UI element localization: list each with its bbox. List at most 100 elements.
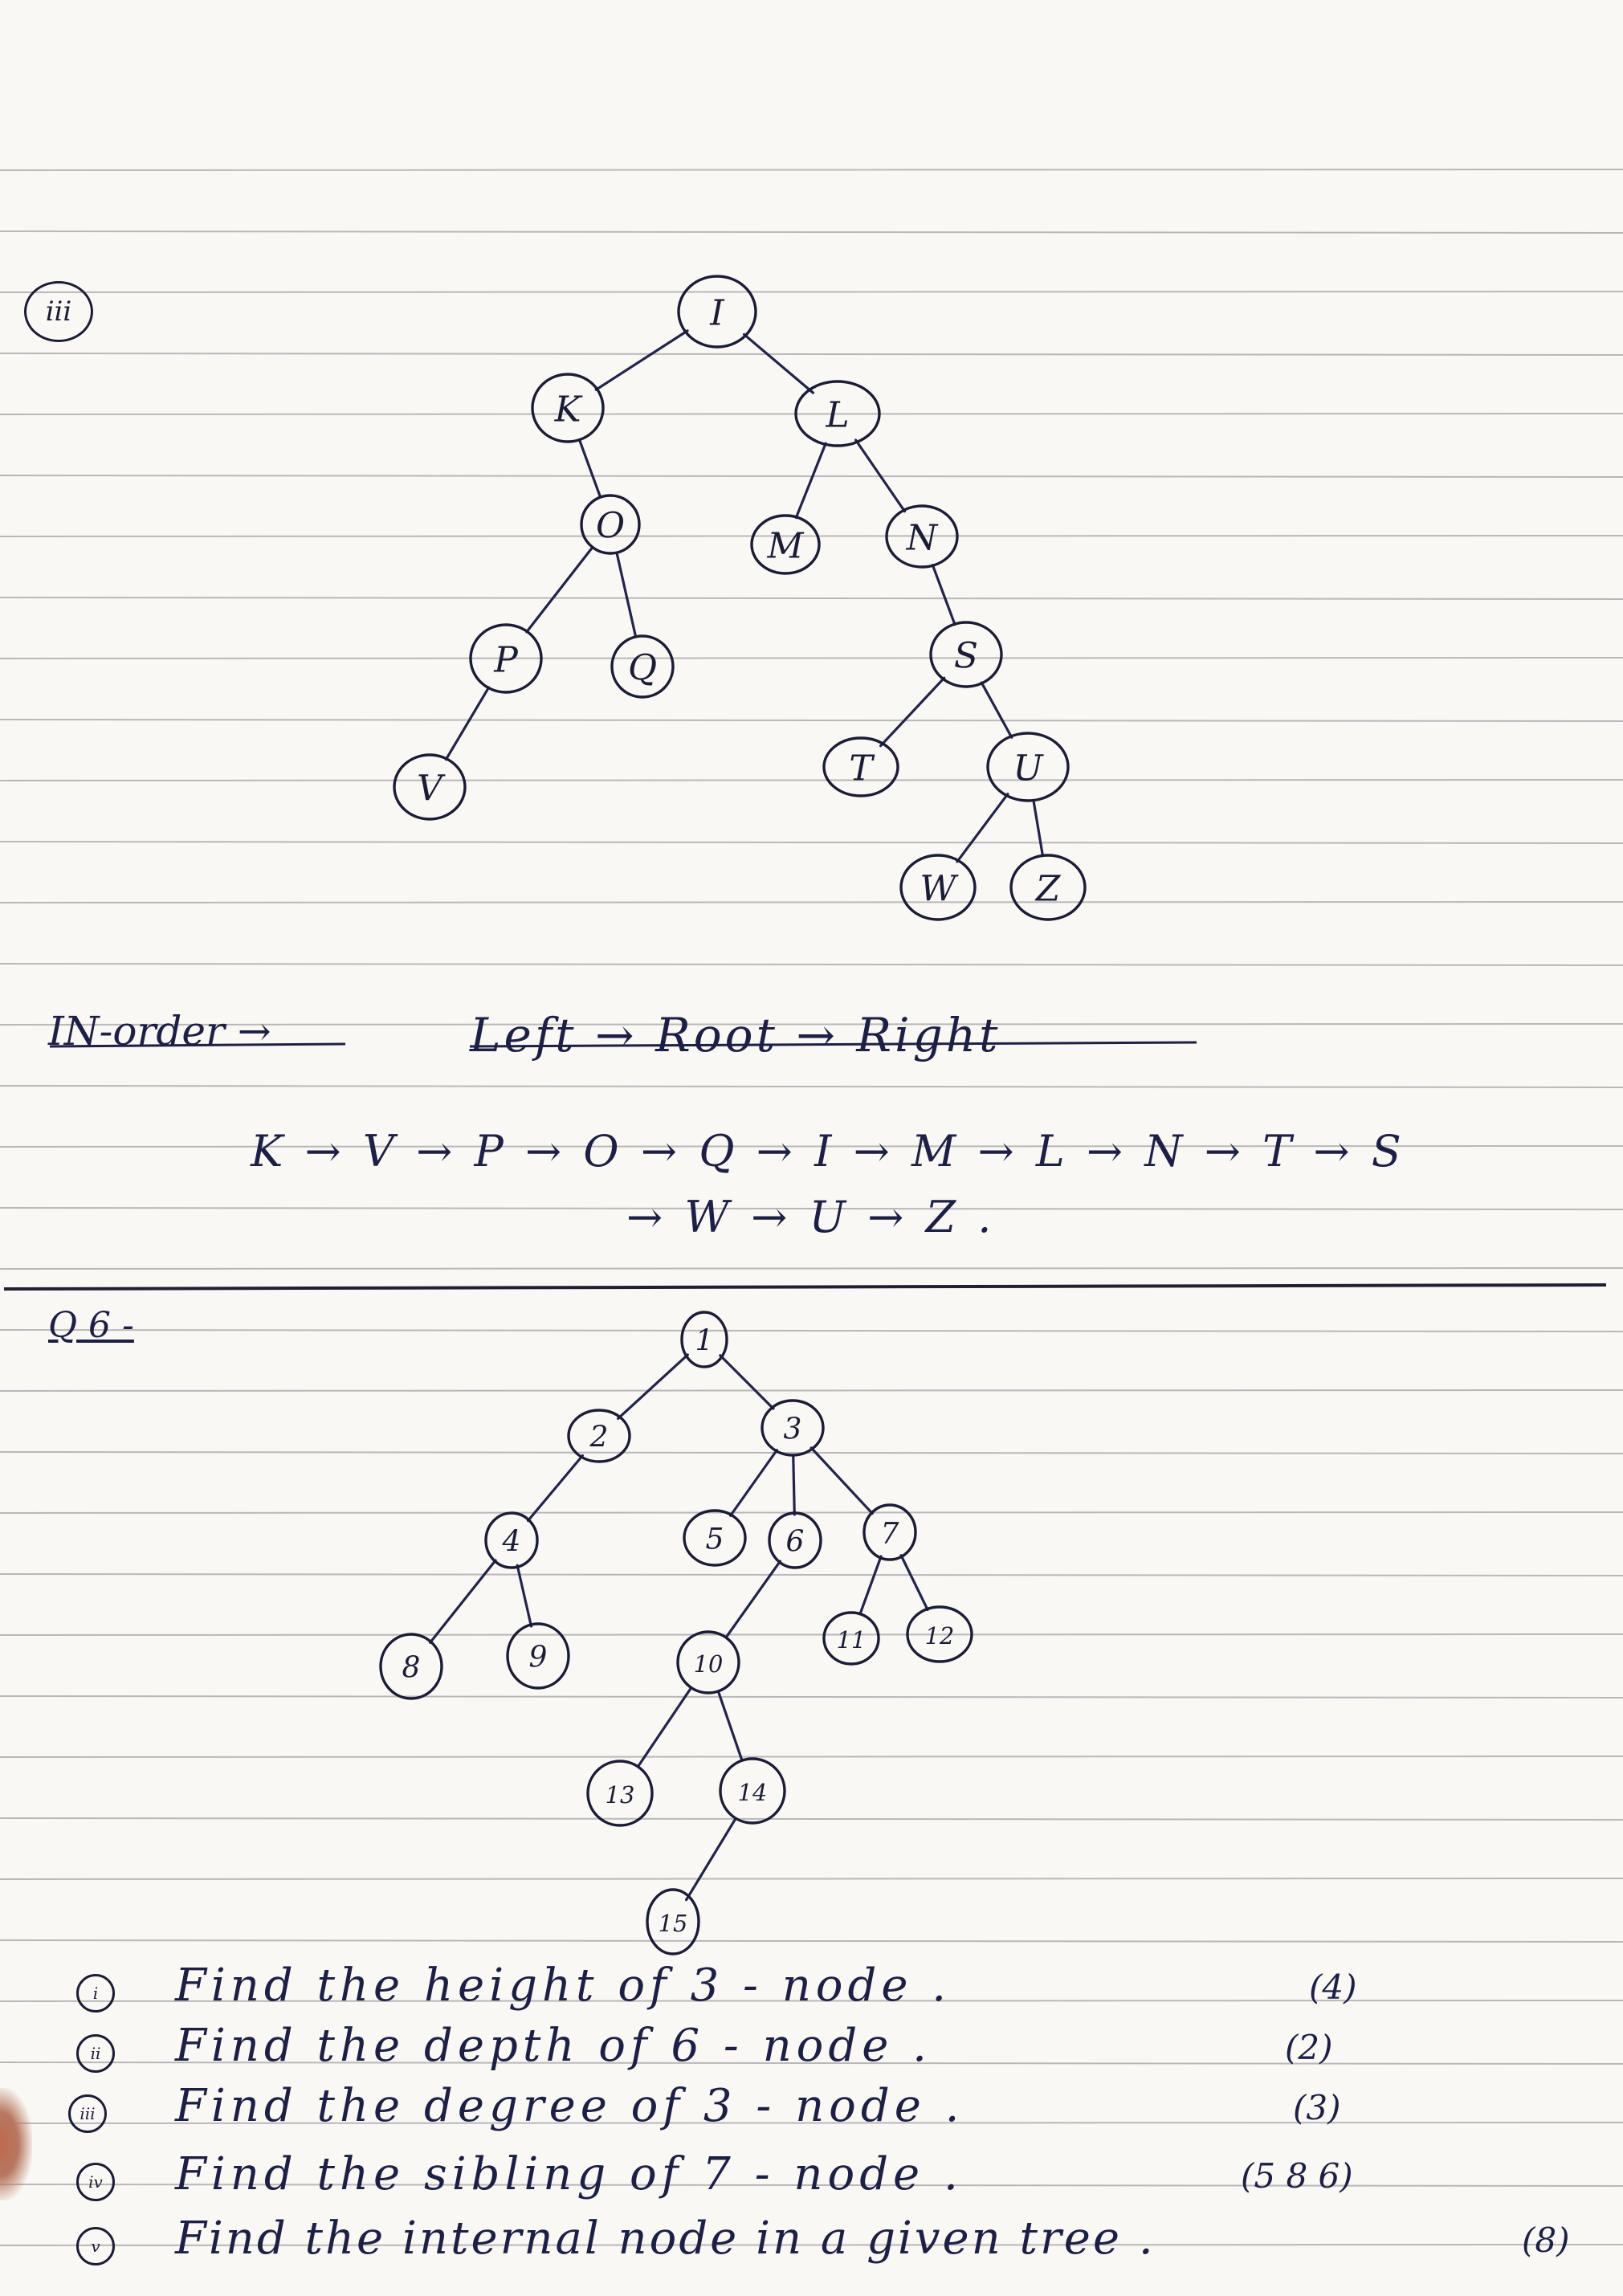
- question-number-5: v: [76, 2227, 115, 2265]
- node-label: T: [849, 748, 875, 789]
- t2-node-4: 4: [484, 1511, 539, 1569]
- question-answer-1: (4): [1309, 1968, 1357, 2007]
- node-label: 3: [784, 1413, 802, 1446]
- t2-node-8: 8: [379, 1633, 443, 1700]
- node-label: 2: [589, 1421, 609, 1454]
- rule-line: [0, 1756, 1623, 1758]
- node-label: S: [954, 636, 978, 677]
- t2-edge-14-15: [685, 1817, 737, 1902]
- t1-edge-S-U: [980, 681, 1013, 739]
- rule-line: [0, 2184, 1623, 2187]
- t2-node-6: 6: [768, 1511, 822, 1569]
- t1-node-N: N: [885, 504, 959, 569]
- section-label-iii: iii: [24, 281, 93, 342]
- node-label: 6: [786, 1526, 805, 1559]
- inorder-heading: IN-order →: [48, 1008, 271, 1054]
- t2-edge-3-7: [809, 1446, 874, 1515]
- node-label: K: [554, 389, 583, 430]
- t1-node-W: W: [899, 854, 977, 921]
- node-label: 9: [529, 1641, 548, 1674]
- text-underline: [49, 1042, 346, 1048]
- node-label: 11: [837, 1626, 867, 1654]
- t1-node-M: M: [750, 514, 821, 575]
- t1-node-S: S: [929, 621, 1003, 688]
- t1-node-O: O: [580, 494, 641, 555]
- t1-node-V: V: [393, 753, 467, 821]
- node-circle: [567, 1409, 631, 1463]
- t1-node-I: I: [677, 275, 757, 349]
- node-label: 8: [402, 1652, 421, 1685]
- question-text-2: Find the depth of 6 - node .: [175, 2020, 932, 2072]
- node-label: Q: [628, 648, 657, 689]
- node-circle: [531, 373, 605, 443]
- t2-node-14: 14: [719, 1757, 786, 1825]
- text-underline: [469, 1041, 1197, 1048]
- node-label: V: [417, 769, 446, 810]
- node-circle: [719, 1757, 786, 1825]
- node-circle: [750, 514, 821, 575]
- question-answer-4: (5 8 6): [1241, 2156, 1353, 2196]
- node-label: 10: [694, 1650, 724, 1678]
- question-answer-5: (8): [1522, 2221, 1570, 2260]
- node-circle: [768, 1511, 822, 1569]
- traversal-rule: Left → Root → Right: [470, 1008, 1001, 1062]
- t1-edge-S-T: [879, 676, 946, 748]
- question-number-3: iii: [68, 2094, 107, 2133]
- rule-line: [0, 901, 1623, 903]
- rule-line: [0, 1267, 1623, 1270]
- question-text-1: Find the height of 3 - node .: [175, 1960, 952, 2012]
- rule-line: [0, 963, 1623, 966]
- node-label: U: [1013, 748, 1044, 789]
- t2-node-9: 9: [506, 1622, 570, 1690]
- section-divider: [3, 1283, 1607, 1291]
- t2-node-5: 5: [683, 1509, 747, 1567]
- node-label: P: [493, 640, 519, 681]
- node-label: M: [766, 526, 804, 567]
- node-circle: [899, 854, 977, 921]
- node-circle: [885, 504, 959, 569]
- t2-edge-1-2: [616, 1353, 689, 1420]
- node-label: W: [920, 869, 959, 910]
- t1-node-Z: Z: [1009, 854, 1087, 921]
- t1-node-T: T: [822, 736, 899, 797]
- t2-node-13: 13: [586, 1760, 654, 1827]
- node-label: I: [709, 293, 725, 334]
- node-label: O: [596, 506, 625, 547]
- node-label: N: [906, 518, 939, 559]
- t2-node-10: 10: [676, 1630, 740, 1694]
- node-circle: [610, 634, 675, 699]
- node-label: 14: [738, 1779, 768, 1806]
- t1-edge-N-S: [931, 563, 956, 626]
- question-text-4: Find the sibling of 7 - node .: [175, 2148, 963, 2200]
- rule-line: [0, 230, 1623, 234]
- rule-line: [0, 1817, 1623, 1821]
- t2-edge-6-10: [724, 1560, 782, 1639]
- node-circle: [586, 1760, 654, 1827]
- rule-line: [0, 1329, 1623, 1332]
- t1-node-U: U: [986, 732, 1070, 802]
- t1-edge-O-P: [525, 545, 594, 634]
- rule-line: [0, 169, 1623, 171]
- rule-line: [0, 1085, 1623, 1088]
- rule-line: [0, 1511, 1623, 1514]
- rule-line: [0, 719, 1623, 722]
- t1-edge-I-L: [742, 332, 815, 394]
- node-label: Z: [1034, 869, 1062, 910]
- t1-edge-I-K: [594, 329, 689, 391]
- node-circle: [1009, 854, 1087, 921]
- node-circle: [580, 494, 641, 555]
- rule-line: [0, 1389, 1623, 1392]
- rule-line: [0, 657, 1623, 659]
- rule-line: [0, 597, 1623, 600]
- t2-edge-2-4: [526, 1454, 585, 1523]
- node-circle: [680, 1311, 728, 1368]
- node-circle: [646, 1888, 700, 1955]
- t1-edge-U-W: [956, 793, 1009, 863]
- page-shadow: [0, 2088, 32, 2200]
- rule-line: [0, 1451, 1623, 1454]
- t1-node-L: L: [794, 380, 881, 447]
